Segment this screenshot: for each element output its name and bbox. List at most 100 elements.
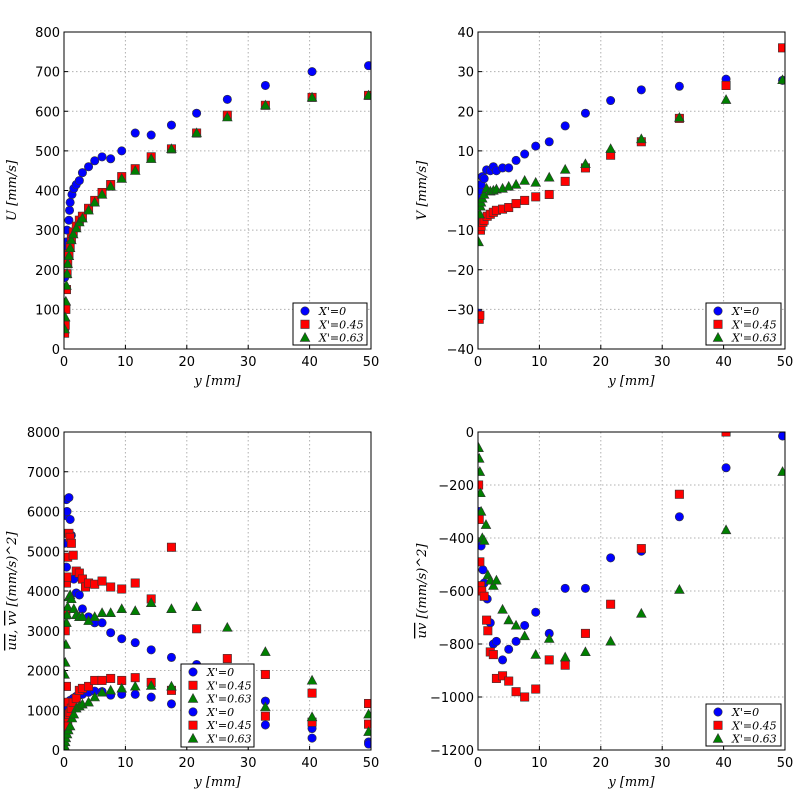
x-tick-label: 40	[301, 756, 318, 771]
legend-marker	[188, 667, 198, 677]
data-point	[498, 671, 508, 681]
legend-label: X'=0.45	[206, 679, 252, 692]
overlined-term: uu	[5, 634, 20, 651]
data-point	[116, 172, 128, 183]
legend-label: X'=0.45	[318, 318, 364, 331]
legend-marker	[712, 331, 724, 342]
data-point	[64, 242, 76, 253]
y-tick-label: 400	[35, 185, 60, 200]
data-point	[130, 673, 140, 683]
y-tick-label: 8000	[27, 426, 60, 441]
data-point	[307, 67, 317, 77]
data-point	[721, 432, 731, 437]
y-tick-label: 30	[457, 66, 474, 81]
data-point	[64, 493, 74, 503]
data-point	[530, 176, 542, 187]
y-tick-label: −30	[447, 303, 474, 318]
data-point	[260, 711, 270, 721]
data-point	[307, 688, 317, 698]
data-point	[778, 432, 785, 441]
data-point	[544, 189, 554, 199]
data-point	[166, 120, 176, 130]
y-tick-label: −400	[438, 532, 474, 547]
y-axis-label: uu, vv [(mm/s)^2]	[5, 531, 20, 651]
data-point	[504, 644, 514, 654]
data-point	[580, 646, 591, 657]
data-point	[674, 584, 685, 594]
data-point	[478, 236, 484, 247]
data-point	[64, 304, 71, 314]
overlined-term: uv	[415, 622, 430, 638]
data-point	[478, 466, 486, 476]
legend: X'=0X'=0.45X'=0.63	[292, 302, 368, 346]
legend-label: X'=0.45	[731, 719, 777, 732]
data-point	[520, 195, 530, 205]
data-point	[531, 684, 541, 694]
data-point	[96, 188, 108, 199]
data-point	[544, 137, 554, 147]
data-point	[674, 512, 684, 522]
data-point	[222, 654, 232, 664]
data-point	[166, 603, 177, 613]
data-point	[106, 582, 116, 592]
data-point	[96, 607, 108, 617]
data-point	[64, 562, 71, 572]
y-tick-label: 0	[466, 185, 474, 200]
x-tick-label: 0	[60, 756, 68, 771]
data-point	[166, 699, 176, 709]
legend: X'=0X'=0.45X'=0.63X'=0X'=0.45X'=0.63	[180, 663, 255, 748]
data-point	[491, 574, 502, 585]
legend-marker	[300, 319, 310, 329]
axes-frame	[477, 431, 786, 751]
data-point	[84, 162, 94, 172]
y-tick-label: 6000	[27, 506, 60, 521]
data-point	[260, 701, 271, 712]
y-tick-label: −600	[438, 585, 474, 600]
data-point	[511, 636, 521, 646]
data-point	[503, 614, 515, 625]
y-tick-label: 600	[35, 105, 60, 120]
data-point	[364, 739, 371, 749]
data-point	[510, 619, 522, 630]
data-point	[129, 165, 141, 175]
legend-marker	[188, 720, 198, 730]
data-point	[116, 682, 128, 693]
data-point	[192, 624, 202, 634]
x-tick-label: 40	[715, 355, 732, 370]
data-point	[544, 655, 554, 665]
legend-marker	[712, 732, 724, 743]
data-point	[510, 178, 522, 189]
legend-label: X'=0.45	[731, 318, 777, 331]
data-point	[636, 133, 647, 144]
data-point	[560, 583, 570, 593]
data-point	[64, 656, 71, 667]
y-tick-label: 0	[466, 426, 474, 441]
data-point	[166, 652, 176, 662]
y-tick-label: 200	[35, 264, 60, 279]
x-tick-label: 40	[715, 756, 732, 771]
legend-label: X'=0.63	[206, 693, 252, 706]
data-point	[222, 621, 233, 632]
x-tick-label: 0	[474, 756, 482, 771]
series-2	[478, 432, 731, 702]
data-point	[130, 638, 140, 648]
y-tick-label: −40	[447, 343, 474, 358]
data-point	[83, 696, 94, 707]
data-point	[491, 636, 501, 646]
y-axis-label: V [mm/s]	[415, 160, 430, 220]
data-point	[97, 152, 107, 162]
data-point	[74, 590, 84, 600]
data-point	[307, 733, 317, 743]
y-tick-label: −10	[447, 224, 474, 239]
series-3	[64, 589, 371, 719]
data-point	[543, 171, 555, 182]
data-point	[306, 674, 318, 685]
data-point	[77, 168, 87, 178]
data-point	[105, 684, 116, 695]
legend-marker	[299, 331, 311, 342]
data-point	[580, 583, 590, 593]
data-point	[166, 680, 177, 691]
y-tick-label: 7000	[27, 466, 60, 481]
legend-marker	[713, 720, 723, 730]
